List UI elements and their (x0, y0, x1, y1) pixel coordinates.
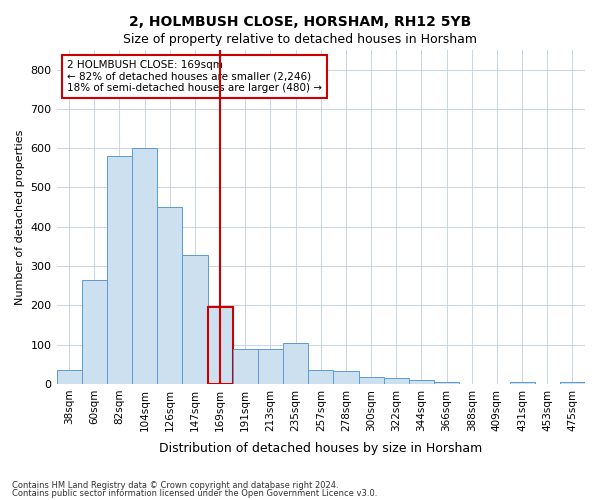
Bar (308, 370, 334, 384)
X-axis label: Distribution of detached houses by size in Horsham: Distribution of detached houses by size … (159, 442, 482, 455)
Bar (560, 382, 585, 384)
Text: Size of property relative to detached houses in Horsham: Size of property relative to detached ho… (123, 32, 477, 46)
Bar (434, 382, 459, 384)
Bar (132, 148, 157, 384)
Bar (107, 156, 132, 384)
Bar (334, 372, 359, 384)
Y-axis label: Number of detached properties: Number of detached properties (15, 130, 25, 304)
Bar (56, 370, 82, 384)
Text: 2, HOLMBUSH CLOSE, HORSHAM, RH12 5YB: 2, HOLMBUSH CLOSE, HORSHAM, RH12 5YB (129, 15, 471, 29)
Bar (509, 382, 535, 384)
Bar (409, 380, 434, 384)
Bar (157, 207, 182, 384)
Bar (283, 344, 308, 384)
Text: Contains HM Land Registry data © Crown copyright and database right 2024.: Contains HM Land Registry data © Crown c… (12, 481, 338, 490)
Text: Contains public sector information licensed under the Open Government Licence v3: Contains public sector information licen… (12, 488, 377, 498)
Bar (359, 377, 383, 384)
Bar (383, 378, 409, 384)
Bar (182, 255, 208, 384)
Bar (258, 348, 283, 384)
Text: 2 HOLMBUSH CLOSE: 169sqm
← 82% of detached houses are smaller (2,246)
18% of sem: 2 HOLMBUSH CLOSE: 169sqm ← 82% of detach… (67, 60, 322, 93)
Bar (208, 308, 233, 384)
Bar (82, 280, 107, 384)
Bar (233, 348, 258, 384)
